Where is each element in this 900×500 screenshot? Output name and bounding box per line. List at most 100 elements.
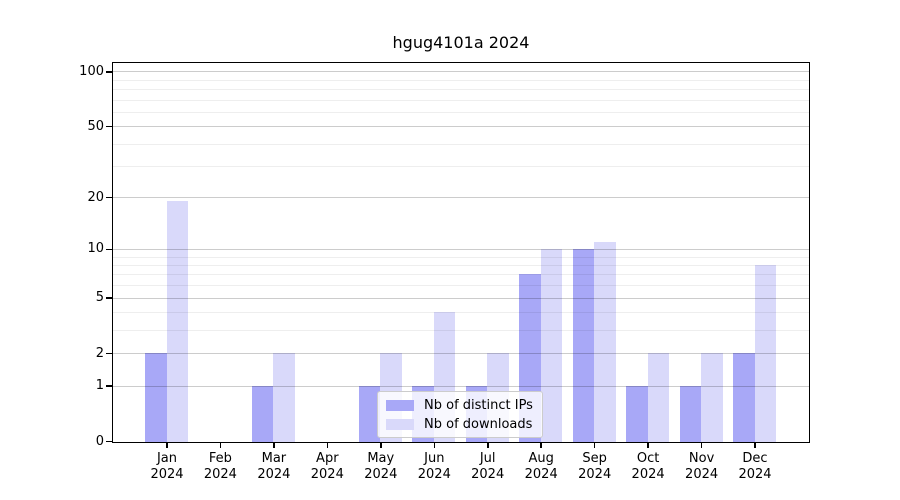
- legend-label-downloads: Nb of downloads: [424, 416, 533, 432]
- bar-ips-dec: [733, 353, 755, 442]
- xtick-year-oct: 2024: [631, 467, 665, 482]
- ytick-label-20: 20: [87, 189, 104, 205]
- xtick-mark-aug: [540, 443, 542, 448]
- xtick-mark-may: [380, 443, 382, 448]
- gridline-minor-70: [113, 99, 809, 101]
- gridline-minor-3: [113, 329, 809, 331]
- ytick-label-1: 1: [95, 378, 104, 393]
- xtick-month-feb: Feb: [208, 451, 232, 466]
- xtick-mark-jul: [487, 443, 489, 448]
- xtick-label-may: May 2024: [346, 451, 416, 483]
- gridline-minor-6: [113, 285, 809, 287]
- legend-label-distinct-ips: Nb of distinct IPs: [424, 397, 533, 413]
- gridline-minor-7: [113, 274, 809, 276]
- bar-downloads-mar: [273, 353, 295, 442]
- xtick-label-jul: Jul 2024: [453, 451, 523, 483]
- xtick-year-may: 2024: [364, 467, 398, 482]
- xtick-label-dec: Dec 2024: [720, 451, 790, 483]
- xtick-month-may: May: [367, 451, 395, 466]
- ytick-mark-20: [106, 196, 112, 199]
- ytick-mark-100: [106, 71, 112, 73]
- xtick-year-jul: 2024: [471, 467, 505, 482]
- gridline-10: [113, 248, 809, 250]
- plot-area: Nb of distinct IPs Nb of downloads: [112, 62, 810, 443]
- ytick-label-2: 2: [95, 345, 104, 361]
- gridline-minor-4: [113, 312, 809, 314]
- ytick-mark-5: [106, 297, 112, 299]
- bar-ips-mar: [251, 385, 274, 442]
- ytick-label-5: 5: [95, 290, 104, 305]
- xtick-year-dec: 2024: [738, 467, 772, 482]
- ytick-mark-2: [106, 352, 112, 355]
- xtick-month-mar: Mar: [261, 451, 287, 466]
- xtick-label-aug: Aug 2024: [506, 451, 576, 483]
- xtick-mark-mar: [273, 443, 275, 448]
- xtick-month-jun: Jun: [424, 451, 445, 466]
- xtick-mark-apr: [326, 443, 329, 448]
- xtick-mark-dec: [754, 443, 756, 448]
- xtick-month-apr: Apr: [316, 451, 339, 466]
- xtick-month-jan: Jan: [156, 451, 178, 466]
- xtick-label-jan: Jan 2024: [132, 451, 202, 483]
- bar-downloads-nov: [701, 353, 723, 442]
- xtick-year-nov: 2024: [685, 467, 719, 482]
- bar-ips-oct: [626, 385, 648, 442]
- xtick-mark-oct: [647, 443, 649, 448]
- xtick-mark-feb: [219, 443, 222, 448]
- xtick-label-sep: Sep 2024: [560, 451, 630, 483]
- gridline-minor-40: [113, 143, 809, 145]
- gridline-minor-80: [113, 89, 809, 90]
- bar-ips-jan: [145, 353, 167, 442]
- xtick-label-oct: Oct 2024: [613, 451, 683, 483]
- xtick-year-mar: 2024: [257, 467, 291, 482]
- xtick-year-sep: 2024: [578, 467, 612, 482]
- gridline-20: [113, 197, 809, 199]
- bar-downloads-dec: [754, 265, 776, 442]
- gridline-minor-8: [113, 265, 809, 266]
- xtick-month-dec: Dec: [742, 451, 768, 466]
- xtick-year-feb: 2024: [203, 467, 237, 482]
- xtick-month-aug: Aug: [528, 451, 554, 466]
- gridline-100: [113, 71, 809, 73]
- ytick-mark-1: [106, 385, 112, 387]
- ytick-label-10: 10: [87, 241, 104, 257]
- xtick-month-nov: Nov: [688, 451, 715, 466]
- gridline-minor-9: [113, 256, 809, 258]
- xtick-mark-nov: [700, 443, 703, 448]
- xtick-year-apr: 2024: [310, 467, 344, 482]
- bar-ips-sep: [572, 248, 595, 442]
- xtick-month-sep: Sep: [582, 451, 607, 466]
- xtick-month-oct: Oct: [636, 451, 660, 466]
- xtick-label-mar: Mar 2024: [239, 451, 309, 483]
- xtick-mark-jun: [433, 443, 435, 448]
- bar-ips-may: [358, 385, 381, 442]
- gridline-minor-90: [113, 79, 809, 81]
- xtick-year-jan: 2024: [150, 467, 184, 482]
- legend: Nb of distinct IPs Nb of downloads: [377, 391, 543, 438]
- ytick-mark-0: [106, 440, 112, 443]
- legend-item-downloads: Nb of downloads: [386, 416, 533, 432]
- ytick-mark-50: [106, 125, 112, 128]
- xtick-year-jun: 2024: [417, 467, 451, 482]
- chart-title: hgug4101a 2024: [392, 33, 530, 52]
- ytick-mark-10: [106, 248, 112, 251]
- bar-downloads-sep: [594, 241, 616, 442]
- ytick-label-50: 50: [87, 118, 104, 134]
- xtick-mark-jan: [166, 443, 168, 448]
- xtick-label-feb: Feb 2024: [185, 451, 255, 483]
- xtick-label-jun: Jun 2024: [399, 451, 469, 483]
- xtick-label-apr: Apr 2024: [292, 451, 362, 483]
- bar-downloads-jan: [166, 201, 188, 442]
- xtick-label-nov: Nov 2024: [667, 451, 737, 483]
- legend-swatch-distinct-ips: [386, 399, 414, 411]
- gridline-5: [113, 297, 809, 299]
- legend-swatch-downloads: [386, 418, 414, 430]
- gridline-minor-30: [113, 165, 809, 167]
- xtick-mark-sep: [593, 443, 596, 448]
- ytick-label-0: 0: [95, 433, 104, 449]
- bar-downloads-aug: [540, 248, 563, 442]
- bar-downloads-oct: [647, 353, 670, 442]
- gridline-50: [113, 126, 809, 127]
- xtick-year-aug: 2024: [524, 467, 558, 482]
